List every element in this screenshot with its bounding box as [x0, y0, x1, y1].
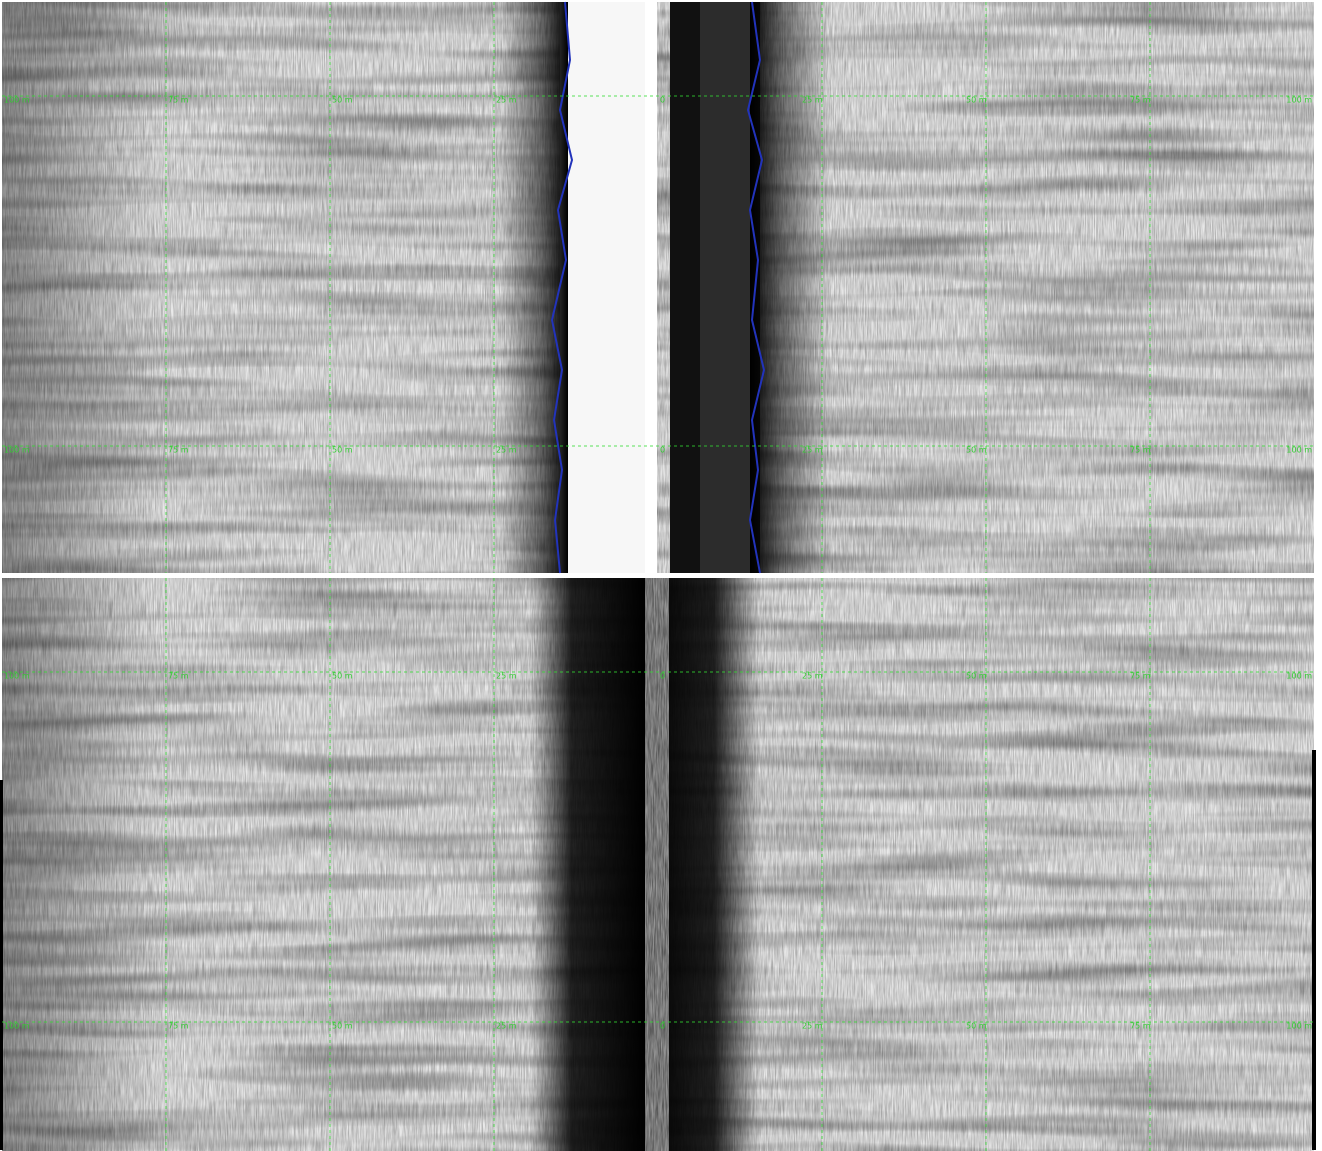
range-label: 75 m [1130, 446, 1151, 455]
range-label: 50 m [966, 1022, 987, 1031]
sonar-view: 100 m 75 m 50 m 25 m 0 25 m 50 m 75 m 100 m 100 m… [0, 0, 1322, 1151]
range-label: 100 m [1286, 1022, 1312, 1031]
range-label: 25 m [496, 1022, 517, 1031]
range-label: 25 m [496, 672, 517, 681]
range-label: 100 m [4, 672, 30, 681]
range-label: 25 m [496, 446, 517, 455]
range-label: 0 [660, 446, 665, 455]
range-label: 0 [660, 1022, 665, 1031]
range-label: 100 m [4, 1022, 30, 1031]
page: 100 m 75 m 50 m 25 m 0 25 m 50 m 75 m 100 m 100 m… [0, 0, 1322, 1151]
range-label: 75 m [168, 672, 189, 681]
range-label: 100 m [4, 446, 30, 455]
range-label: 50 m [966, 446, 987, 455]
range-label: 0 [660, 672, 665, 681]
range-label: 0 [660, 96, 665, 105]
range-label: 100 m [1286, 446, 1312, 455]
range-label: 50 m [332, 96, 353, 105]
range-label: 25 m [802, 446, 823, 455]
range-label: 75 m [168, 96, 189, 105]
range-label: 50 m [966, 672, 987, 681]
range-label: 100 m [1286, 96, 1312, 105]
range-label: 75 m [1130, 672, 1151, 681]
range-label: 50 m [966, 96, 987, 105]
range-label: 25 m [802, 672, 823, 681]
panel-top [2, 2, 1314, 573]
range-label: 75 m [1130, 1022, 1151, 1031]
range-label: 100 m [4, 96, 30, 105]
panel-bottom [0, 578, 1316, 1151]
range-label: 50 m [332, 446, 353, 455]
range-label: 75 m [168, 1022, 189, 1031]
range-label: 75 m [1130, 96, 1151, 105]
range-label: 50 m [332, 672, 353, 681]
range-label: 50 m [332, 1022, 353, 1031]
range-label: 25 m [496, 96, 517, 105]
range-label: 100 m [1286, 672, 1312, 681]
range-label: 25 m [802, 1022, 823, 1031]
range-label: 75 m [168, 446, 189, 455]
range-label: 25 m [802, 96, 823, 105]
